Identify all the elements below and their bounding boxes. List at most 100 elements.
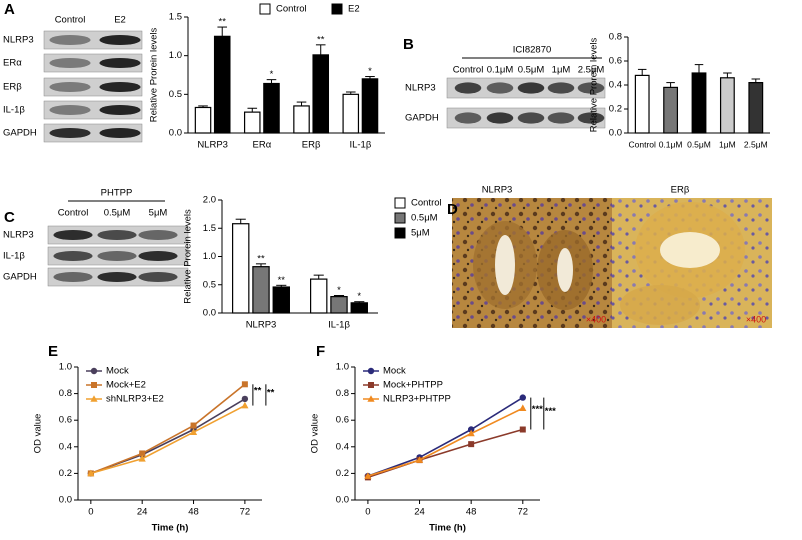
bar <box>330 296 348 314</box>
significance: ** <box>278 275 286 286</box>
y-tick-label: 1.5 <box>169 12 182 23</box>
blot-band <box>97 271 137 283</box>
significance: ** <box>257 253 265 264</box>
marker <box>519 426 526 433</box>
marker <box>90 367 98 375</box>
blot-band <box>99 34 141 46</box>
lane-label: E2 <box>114 15 126 26</box>
x-tick-label: 24 <box>137 507 148 518</box>
blot-band <box>97 229 137 241</box>
y-axis-label: Relative Prorein levels <box>183 209 194 304</box>
row-label: GAPDH <box>405 113 439 124</box>
bar <box>748 81 764 134</box>
blot-band <box>99 57 141 69</box>
marker <box>367 395 375 402</box>
marker <box>139 450 146 457</box>
row-label: NLRP3 <box>405 83 436 94</box>
y-tick-label: 0.2 <box>59 468 72 479</box>
row-label: NLRP3 <box>3 35 34 46</box>
series-line <box>90 383 246 475</box>
y-axis-label: OD value <box>310 414 321 454</box>
y-tick-label: 0.6 <box>59 415 72 426</box>
legend-label: 5μM <box>411 228 430 239</box>
blot-band <box>138 250 178 262</box>
lumen <box>495 235 515 295</box>
x-tick-label: 1μM <box>719 139 736 149</box>
bar <box>293 105 310 134</box>
y-tick-label: 0.0 <box>59 495 72 506</box>
marker <box>91 382 97 388</box>
significance: *** <box>532 404 543 415</box>
legend-label: E2 <box>348 4 360 15</box>
blot-band <box>99 104 141 116</box>
x-tick-label: 0 <box>365 507 370 518</box>
lane-label: 2.5μM <box>578 65 605 76</box>
marker <box>241 401 249 409</box>
x-axis-label: Time (h) <box>429 523 466 534</box>
blot-band <box>53 271 93 283</box>
x-tick-label: 2.5μM <box>744 139 768 149</box>
significance: * <box>270 69 274 80</box>
blot-band <box>49 104 91 116</box>
legend-swatch <box>394 227 406 239</box>
y-tick-label: 2.0 <box>203 195 216 206</box>
y-tick-label: 0.8 <box>59 388 72 399</box>
significance: ** <box>267 387 275 398</box>
marker <box>241 381 248 388</box>
significance: *** <box>545 406 556 417</box>
blot-band <box>138 271 178 283</box>
series-line <box>367 407 524 477</box>
y-tick-label: 0.4 <box>59 441 72 452</box>
bar <box>213 35 231 134</box>
lane-label: Control <box>58 208 89 219</box>
y-axis-label: Relative Prorein levels <box>589 37 600 132</box>
series-line <box>367 428 524 479</box>
x-tick-label: IL-1β <box>328 320 350 331</box>
significance: ** <box>254 385 262 396</box>
blot-band <box>53 250 93 262</box>
y-tick-label: 1.0 <box>59 362 72 373</box>
marker <box>190 422 197 429</box>
blot-band <box>547 112 575 124</box>
y-tick-label: 0.6 <box>609 56 622 67</box>
marker <box>368 382 374 388</box>
x-tick-label: 0.5μM <box>687 139 711 149</box>
blot-band <box>577 112 605 124</box>
blot-band <box>138 229 178 241</box>
bar <box>252 266 270 314</box>
significance: * <box>357 291 361 302</box>
x-tick-label: 0 <box>88 507 93 518</box>
legend-label: shNLRP3+E2 <box>106 394 164 405</box>
legend-label: Mock <box>106 366 129 377</box>
marker <box>87 469 95 477</box>
blot-band <box>99 127 141 139</box>
row-label: NLRP3 <box>3 230 34 241</box>
significance: * <box>337 285 341 296</box>
y-axis-label: Relative Prorein levels <box>149 27 160 122</box>
legend-label: 0.5μM <box>411 213 438 224</box>
y-tick-label: 0.0 <box>203 308 216 319</box>
legend-label: NLRP3+PHTPP <box>383 394 451 405</box>
bar <box>342 93 360 134</box>
blot-band <box>454 82 482 94</box>
blot-band <box>517 82 545 94</box>
bar <box>263 82 280 134</box>
panel-label: D <box>447 201 458 218</box>
panel-label: A <box>4 1 15 18</box>
x-tick-label: 24 <box>414 507 425 518</box>
x-tick-label: Control <box>628 139 656 149</box>
bar <box>350 302 368 314</box>
lane-label: Control <box>55 15 86 26</box>
y-tick-label: 0.2 <box>609 104 622 115</box>
legend-swatch <box>259 3 271 15</box>
magnification: ×400 <box>746 314 766 324</box>
marker <box>467 426 475 433</box>
blot-band <box>517 112 545 124</box>
series-line <box>367 396 524 477</box>
significance: ** <box>317 34 325 45</box>
blot-band <box>99 81 141 93</box>
y-tick-label: 1.5 <box>203 223 216 234</box>
y-tick-label: 0.8 <box>336 388 349 399</box>
significance: * <box>368 66 372 77</box>
